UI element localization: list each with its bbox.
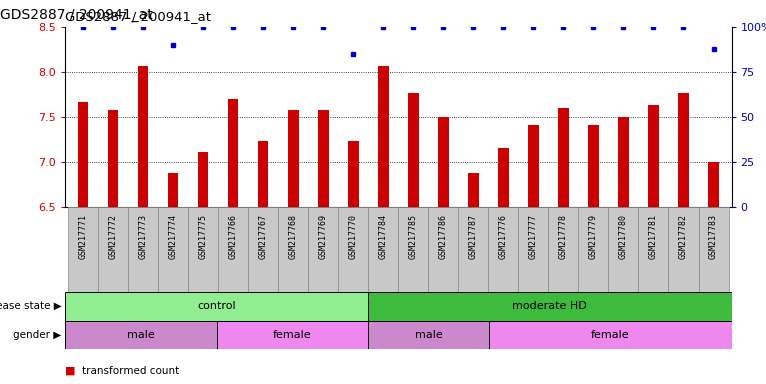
Text: GSM217775: GSM217775 — [198, 214, 208, 259]
FancyBboxPatch shape — [669, 207, 699, 292]
FancyBboxPatch shape — [458, 207, 489, 292]
FancyBboxPatch shape — [98, 207, 128, 292]
Bar — [648, 105, 659, 207]
FancyBboxPatch shape — [248, 207, 278, 292]
FancyBboxPatch shape — [489, 321, 732, 349]
Text: GSM217768: GSM217768 — [289, 214, 298, 259]
FancyBboxPatch shape — [428, 207, 458, 292]
Bar — [408, 93, 418, 207]
Text: GSM217773: GSM217773 — [139, 214, 148, 259]
FancyBboxPatch shape — [68, 207, 98, 292]
Text: GSM217786: GSM217786 — [439, 214, 448, 259]
FancyBboxPatch shape — [368, 207, 398, 292]
Text: GSM217766: GSM217766 — [229, 214, 237, 259]
Text: ■: ■ — [65, 366, 76, 376]
Bar — [498, 148, 509, 207]
FancyBboxPatch shape — [65, 292, 368, 321]
Text: GSM217782: GSM217782 — [679, 214, 688, 259]
Bar — [138, 66, 149, 207]
Bar — [348, 141, 358, 207]
Text: gender ▶: gender ▶ — [13, 330, 61, 340]
Text: GSM217778: GSM217778 — [559, 214, 568, 259]
Text: GSM217783: GSM217783 — [709, 214, 718, 259]
Bar — [528, 125, 538, 207]
Text: GSM217779: GSM217779 — [589, 214, 598, 259]
FancyBboxPatch shape — [339, 207, 368, 292]
Text: GSM217781: GSM217781 — [649, 214, 658, 259]
FancyBboxPatch shape — [548, 207, 578, 292]
Text: GSM217770: GSM217770 — [349, 214, 358, 259]
Text: male: male — [127, 330, 155, 340]
Text: female: female — [591, 330, 630, 340]
FancyBboxPatch shape — [368, 321, 489, 349]
Text: GSM217785: GSM217785 — [409, 214, 417, 259]
Bar — [468, 173, 479, 207]
Text: GSM217774: GSM217774 — [169, 214, 178, 259]
FancyBboxPatch shape — [368, 292, 732, 321]
Bar — [438, 117, 449, 207]
FancyBboxPatch shape — [489, 207, 519, 292]
Text: GDS2887 / 200941_at: GDS2887 / 200941_at — [0, 8, 152, 22]
FancyBboxPatch shape — [639, 207, 669, 292]
FancyBboxPatch shape — [308, 207, 339, 292]
FancyBboxPatch shape — [158, 207, 188, 292]
Text: control: control — [198, 301, 236, 311]
Text: GSM217772: GSM217772 — [109, 214, 118, 259]
Text: GSM217771: GSM217771 — [79, 214, 87, 259]
Bar — [168, 173, 178, 207]
Text: GSM217776: GSM217776 — [499, 214, 508, 259]
Text: GSM217777: GSM217777 — [529, 214, 538, 259]
FancyBboxPatch shape — [398, 207, 428, 292]
FancyBboxPatch shape — [217, 321, 368, 349]
Text: female: female — [273, 330, 312, 340]
Bar — [709, 162, 719, 207]
Text: transformed count: transformed count — [82, 366, 179, 376]
Text: GDS2887 / 200941_at: GDS2887 / 200941_at — [65, 10, 211, 23]
Bar — [108, 110, 119, 207]
Text: disease state ▶: disease state ▶ — [0, 301, 61, 311]
FancyBboxPatch shape — [65, 321, 217, 349]
Text: GSM217769: GSM217769 — [319, 214, 328, 259]
Text: moderate HD: moderate HD — [512, 301, 588, 311]
Bar — [678, 93, 689, 207]
Text: male: male — [414, 330, 443, 340]
Bar — [228, 99, 238, 207]
Bar — [78, 102, 88, 207]
FancyBboxPatch shape — [128, 207, 158, 292]
Bar — [588, 125, 599, 207]
Text: GSM217784: GSM217784 — [379, 214, 388, 259]
Text: GSM217767: GSM217767 — [259, 214, 268, 259]
Bar — [378, 66, 388, 207]
Bar — [288, 110, 299, 207]
FancyBboxPatch shape — [699, 207, 728, 292]
Bar — [558, 108, 568, 207]
Text: GSM217787: GSM217787 — [469, 214, 478, 259]
Bar — [198, 152, 208, 207]
FancyBboxPatch shape — [188, 207, 218, 292]
Bar — [618, 117, 629, 207]
FancyBboxPatch shape — [519, 207, 548, 292]
Bar — [318, 110, 329, 207]
Bar — [258, 141, 269, 207]
Text: GSM217780: GSM217780 — [619, 214, 628, 259]
FancyBboxPatch shape — [578, 207, 608, 292]
FancyBboxPatch shape — [278, 207, 308, 292]
FancyBboxPatch shape — [218, 207, 248, 292]
FancyBboxPatch shape — [608, 207, 639, 292]
